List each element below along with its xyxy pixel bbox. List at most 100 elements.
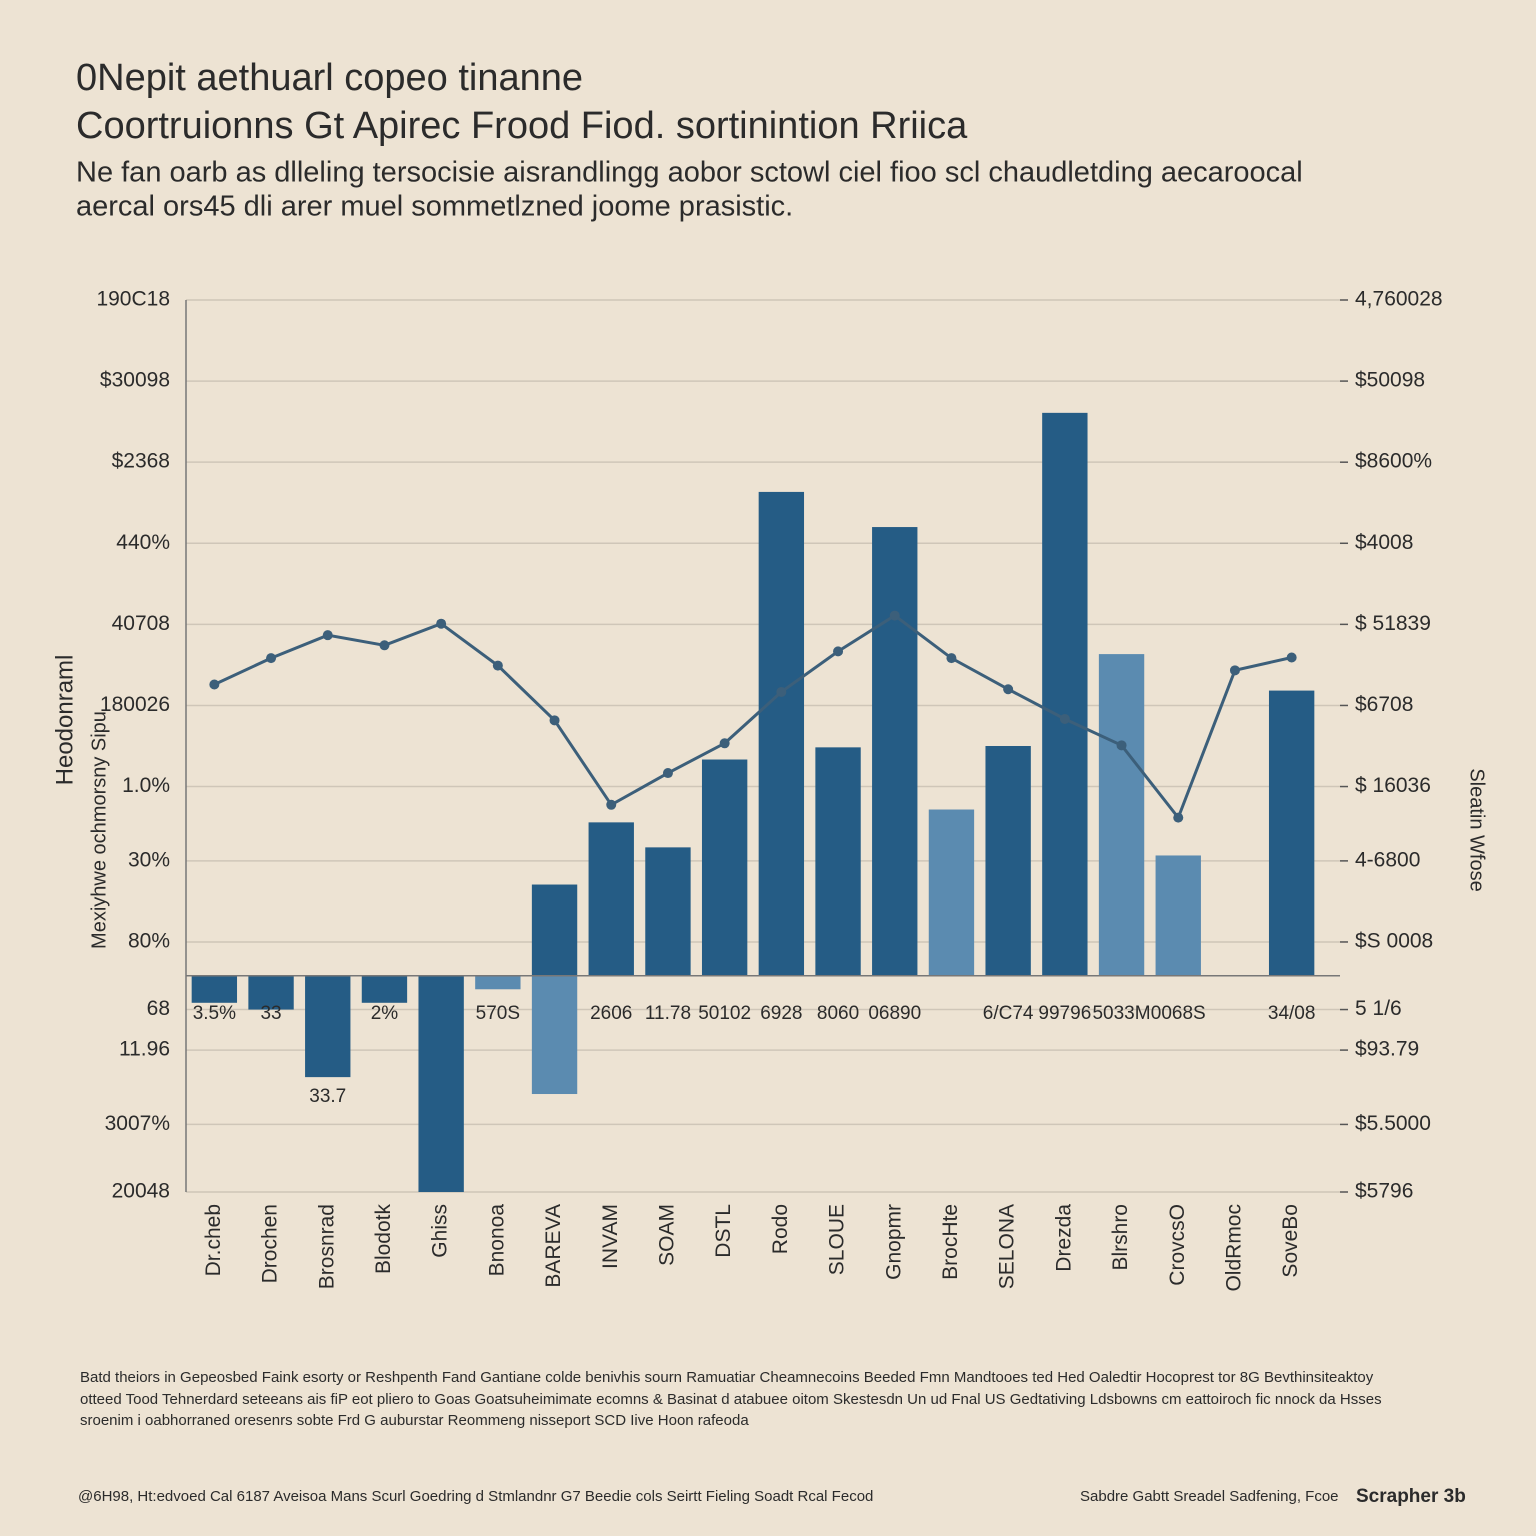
bar-annotation: 6928 bbox=[760, 1003, 802, 1024]
y2-tick-label: $50098 bbox=[1355, 369, 1425, 392]
x-tick-label: BAREVA bbox=[542, 1204, 565, 1288]
x-tick-label: OldRmoc bbox=[1222, 1204, 1245, 1292]
y2-tick-label: $93.79 bbox=[1355, 1038, 1419, 1061]
line-point bbox=[322, 630, 333, 641]
footer-left: @6H98, Ht:edvoed Cal 6187 Aveisoa Mans S… bbox=[78, 1488, 873, 1505]
bar-annotation: 11.78 bbox=[645, 1003, 691, 1024]
bar-annotation: 6/C74 bbox=[983, 1003, 1034, 1024]
x-tick-label: SOAM bbox=[655, 1204, 678, 1266]
bar bbox=[1042, 412, 1088, 976]
bar bbox=[361, 975, 408, 1003]
bar-annotation: 34/08 bbox=[1268, 1003, 1316, 1024]
logo: Scrapher 3b bbox=[1356, 1486, 1466, 1507]
y2-tick-label: 4,760028 bbox=[1355, 288, 1443, 311]
bar-annotation: 06890 bbox=[868, 1003, 921, 1024]
line-point bbox=[1059, 713, 1070, 724]
y-tick-label: 11.96 bbox=[119, 1038, 170, 1061]
x-tick-label: Blodotk bbox=[372, 1204, 395, 1275]
y2-tick-label: 4-6800 bbox=[1355, 848, 1420, 871]
line bbox=[213, 613, 1292, 821]
y-tick-label: $2368 bbox=[112, 450, 170, 473]
bar-annotation: 8060 bbox=[817, 1003, 859, 1024]
line-point bbox=[1003, 684, 1014, 695]
bar bbox=[305, 975, 351, 1078]
bar bbox=[815, 747, 861, 976]
line-point bbox=[209, 679, 220, 690]
bar-annotation: 2606 bbox=[590, 1003, 632, 1024]
y2-tick-label: $5796 bbox=[1355, 1180, 1413, 1203]
y-tick-label: 30% bbox=[128, 848, 170, 871]
x-tick-label: Dr.cheb bbox=[202, 1204, 225, 1276]
bar bbox=[248, 975, 294, 1010]
line-point bbox=[1116, 740, 1127, 751]
bar bbox=[872, 527, 918, 976]
line-point bbox=[946, 653, 957, 664]
x-tick-label: SoveBo bbox=[1279, 1204, 1302, 1278]
y-axis-title: Mexiyhwe ochmorsny Sipu bbox=[88, 711, 110, 949]
y-tick-label: 68 bbox=[147, 997, 170, 1020]
x-tick-label: INVAM bbox=[599, 1204, 622, 1269]
x-tick-label: SELONA bbox=[996, 1204, 1019, 1289]
bar bbox=[531, 975, 578, 1095]
bar-annotation: 33.7 bbox=[309, 1086, 346, 1107]
y-tick-label: 190C18 bbox=[96, 288, 170, 311]
y-tick-label: 20048 bbox=[112, 1180, 170, 1203]
line-point bbox=[436, 618, 447, 629]
y2-tick-label: $ 16036 bbox=[1355, 774, 1431, 797]
bar-annotation: 50102 bbox=[698, 1003, 751, 1024]
y2-tick-label: $ 51839 bbox=[1355, 612, 1431, 635]
note: sroenim i oabhorraned oresenrs sobte Frd… bbox=[80, 1412, 749, 1429]
bar bbox=[928, 809, 975, 976]
bar bbox=[985, 746, 1031, 976]
chart-subtitle: aercal ors45 dli arer muel sommetlzned j… bbox=[76, 191, 793, 223]
chart-subtitle: Ne fan oarb as dlleling tersocisie aisra… bbox=[76, 157, 1303, 189]
line-point bbox=[889, 610, 900, 621]
bar-annotation: 33 bbox=[260, 1003, 281, 1024]
line-point bbox=[549, 715, 560, 726]
note: Batd theiors in Gepeosbed Faink esorty o… bbox=[80, 1369, 1374, 1386]
y-tick-label: 3007% bbox=[105, 1112, 170, 1135]
bar bbox=[588, 822, 634, 976]
y2-tick-label: $6708 bbox=[1355, 693, 1413, 716]
bar bbox=[701, 759, 748, 976]
bar bbox=[758, 491, 805, 976]
bar bbox=[475, 975, 521, 990]
y2-tick-label: $8600% bbox=[1355, 450, 1432, 473]
bar-annotation: 5033M bbox=[1092, 1003, 1150, 1024]
bar bbox=[1098, 654, 1145, 976]
line-point bbox=[776, 686, 787, 697]
chart-title: 0Nepit aethuarl copeo tinanne bbox=[76, 57, 583, 99]
y2-axis-title: Sleatin Wfose bbox=[1466, 768, 1488, 891]
x-tick-label: Ghiss bbox=[429, 1204, 452, 1258]
y2-tick-label: $S 0008 bbox=[1355, 930, 1433, 953]
y2-tick-label: $5.5000 bbox=[1355, 1112, 1431, 1135]
x-tick-label: BrocHte bbox=[939, 1204, 962, 1280]
bar-annotation: 99796 bbox=[1038, 1003, 1091, 1024]
line-point bbox=[1229, 665, 1240, 676]
x-tick-label: Gnopmr bbox=[882, 1204, 905, 1280]
line-point bbox=[606, 799, 617, 810]
line-point bbox=[833, 646, 844, 657]
line-point bbox=[266, 653, 277, 664]
line-point bbox=[1286, 652, 1297, 663]
bar bbox=[1268, 690, 1315, 976]
y-tick-label: 440% bbox=[116, 531, 170, 554]
chart-title: Coortruionns Gt Apirec Frood Fiod. sorti… bbox=[76, 105, 968, 147]
x-tick-label: Blrshro bbox=[1109, 1204, 1132, 1271]
y2-tick-label: $4008 bbox=[1355, 531, 1413, 554]
bar bbox=[531, 884, 578, 976]
bar bbox=[418, 975, 464, 1192]
y-axis-title: Heodonraml bbox=[51, 655, 78, 786]
y2-tick-label: 5 1/6 bbox=[1355, 997, 1402, 1020]
y-tick-label: 40708 bbox=[112, 612, 170, 635]
note: otteed Tood Tehnerdard seteeans ais fiP … bbox=[80, 1391, 1382, 1408]
x-tick-label: Drochen bbox=[259, 1204, 282, 1283]
line-point bbox=[662, 768, 673, 779]
bar bbox=[645, 847, 691, 976]
bar-annotation: 570S bbox=[476, 1003, 520, 1024]
y-tick-label: 80% bbox=[128, 930, 170, 953]
bar-annotation: 0068S bbox=[1151, 1003, 1206, 1024]
x-tick-label: Bnonoa bbox=[485, 1204, 508, 1277]
